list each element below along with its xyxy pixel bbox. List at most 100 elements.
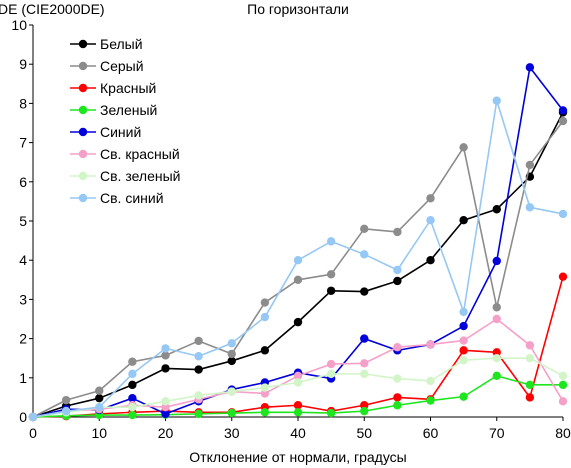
- legend-entry: Белый: [70, 36, 143, 52]
- y-tick-label: 8: [19, 95, 27, 111]
- data-point: [558, 209, 568, 219]
- data-point: [293, 378, 303, 387]
- legend-marker: [78, 83, 88, 93]
- data-point: [360, 359, 369, 368]
- data-point: [227, 356, 236, 366]
- data-point: [492, 256, 501, 266]
- data-point: [459, 216, 468, 225]
- data-point: [393, 374, 402, 383]
- data-point: [426, 376, 435, 386]
- data-point: [95, 386, 104, 395]
- data-point: [525, 203, 535, 212]
- data-point: [459, 143, 468, 152]
- chart-title: По горизонтали: [247, 1, 349, 17]
- data-point: [194, 391, 203, 400]
- data-point: [459, 321, 468, 331]
- data-point: [393, 393, 402, 402]
- data-point: [393, 276, 402, 286]
- data-point: [360, 250, 369, 259]
- data-point: [194, 409, 203, 419]
- x-tick-label: 20: [158, 425, 174, 441]
- y-axis-title: DE (CIE2000DE): [0, 1, 105, 17]
- data-point: [459, 392, 468, 401]
- data-point: [525, 63, 535, 72]
- data-point: [128, 410, 137, 420]
- legend-entry: Зеленый: [70, 102, 157, 118]
- legend-marker: [78, 193, 88, 203]
- legend-entry: Св. синий: [70, 190, 164, 206]
- data-point: [326, 237, 336, 246]
- x-tick-label: 30: [224, 425, 240, 441]
- data-point: [459, 355, 468, 365]
- data-point: [558, 116, 568, 126]
- data-point: [293, 371, 303, 381]
- data-point: [293, 408, 303, 417]
- y-tick-label: 5: [19, 213, 27, 229]
- data-point: [393, 401, 402, 410]
- data-point: [128, 369, 137, 379]
- data-point: [260, 408, 270, 417]
- data-point: [128, 403, 137, 412]
- data-point: [326, 359, 336, 369]
- data-point: [393, 265, 402, 275]
- data-point: [227, 387, 236, 396]
- data-point: [161, 397, 170, 406]
- data-point: [492, 348, 501, 357]
- legend-label: Св. красный: [100, 146, 180, 162]
- y-tick-label: 10: [11, 17, 27, 33]
- data-point: [194, 352, 203, 361]
- ticks: 0 1 2 3 4 5 6 7 8 9 10 0 10 20 30 40 50 60 70 80: [11, 17, 571, 441]
- data-point: [492, 205, 501, 214]
- data-point: [260, 389, 270, 398]
- legend-marker: [78, 149, 88, 159]
- data-point: [260, 298, 270, 307]
- data-point: [293, 317, 303, 327]
- data-point: [426, 396, 435, 405]
- data-point: [558, 397, 568, 406]
- data-point: [492, 371, 501, 381]
- data-point: [194, 365, 203, 374]
- legend-marker: [78, 39, 88, 49]
- y-tick-label: 2: [19, 331, 27, 347]
- data-point: [61, 395, 71, 405]
- x-tick-label: 0: [29, 425, 37, 441]
- legend-label: Зеленый: [100, 102, 157, 118]
- data-point: [393, 227, 402, 237]
- data-point: [95, 403, 104, 412]
- data-point: [227, 408, 236, 418]
- y-tick-label: 1: [19, 370, 27, 386]
- data-point: [492, 314, 501, 324]
- data-point: [492, 354, 501, 363]
- legend-marker: [78, 61, 88, 71]
- data-point: [326, 286, 336, 295]
- data-point: [459, 307, 468, 317]
- x-tick-label: 50: [356, 425, 372, 441]
- legend: Белый Серый Красный Зеленый Синий Св. красный…: [70, 36, 180, 206]
- data-point: [459, 346, 468, 355]
- data-point: [525, 341, 535, 350]
- data-point: [360, 406, 369, 416]
- data-point: [426, 340, 435, 349]
- data-point: [360, 334, 369, 343]
- legend-label: Серый: [100, 58, 144, 74]
- data-point: [194, 336, 203, 346]
- data-point: [161, 364, 170, 373]
- y-tick-label: 0: [19, 409, 27, 425]
- data-point: [525, 380, 535, 390]
- data-point: [558, 371, 568, 381]
- legend-label: Белый: [100, 36, 143, 52]
- data-point: [326, 369, 336, 379]
- data-point: [227, 339, 236, 348]
- y-tick-label: 4: [19, 252, 27, 268]
- legend-entry: Серый: [70, 58, 144, 74]
- y-tick-label: 7: [19, 135, 27, 151]
- data-point: [558, 380, 568, 390]
- data-point: [558, 106, 568, 115]
- data-point: [492, 303, 501, 312]
- y-tick-label: 6: [19, 174, 27, 190]
- data-point: [61, 406, 71, 416]
- data-point: [161, 351, 170, 360]
- legend-entry: Св. красный: [70, 146, 180, 162]
